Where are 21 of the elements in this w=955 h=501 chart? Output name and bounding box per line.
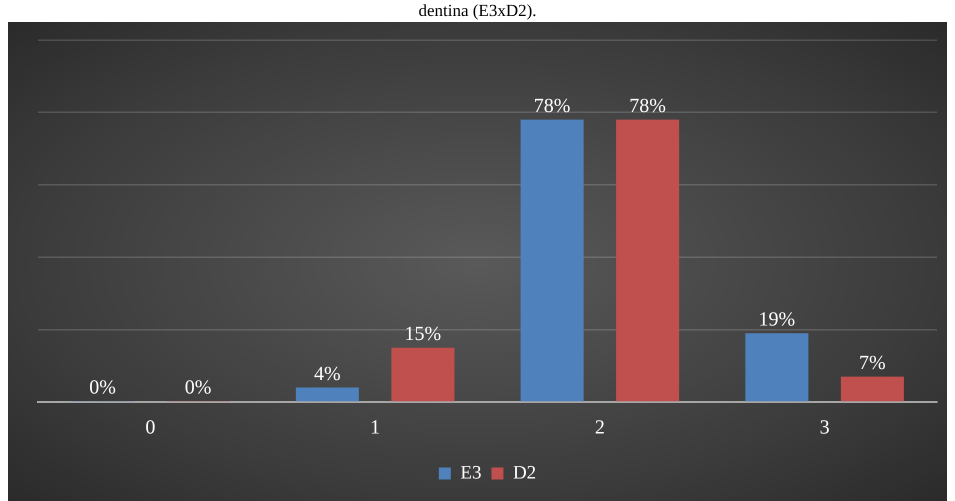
legend-label: E3 bbox=[460, 462, 482, 484]
x-tick-label: 0 bbox=[145, 416, 156, 438]
data-label: 4% bbox=[314, 362, 341, 385]
bar bbox=[616, 120, 680, 402]
bar bbox=[391, 348, 454, 402]
data-label: 19% bbox=[758, 308, 796, 330]
bar bbox=[840, 376, 904, 402]
data-label: 7% bbox=[859, 352, 886, 374]
x-tick-label: 2 bbox=[594, 416, 605, 438]
bar bbox=[296, 388, 359, 402]
x-tick-label: 3 bbox=[820, 416, 830, 438]
data-label: 0% bbox=[89, 376, 116, 398]
x-tick-label: 1 bbox=[370, 416, 380, 438]
chart-title: dentina (E3xD2). bbox=[417, 0, 538, 22]
bar bbox=[745, 333, 808, 402]
data-label: 78% bbox=[629, 94, 666, 117]
bar bbox=[520, 120, 584, 402]
data-label: 0% bbox=[184, 376, 212, 398]
data-label: 78% bbox=[534, 94, 570, 117]
data-label: 15% bbox=[404, 322, 442, 345]
legend-label: D2 bbox=[512, 462, 536, 484]
